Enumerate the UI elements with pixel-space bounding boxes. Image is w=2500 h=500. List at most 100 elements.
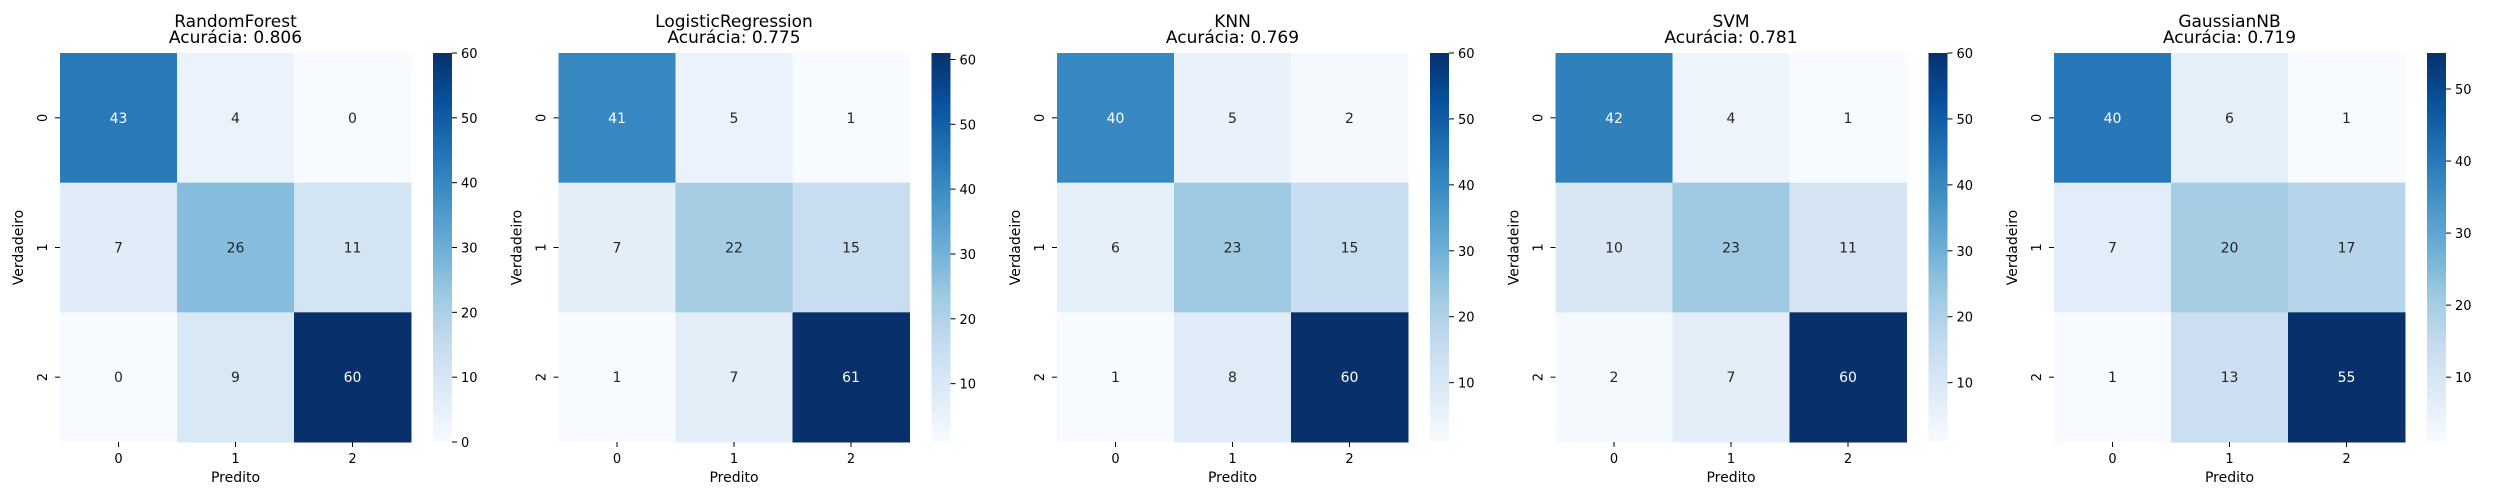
heatmap-cell <box>2054 182 2172 313</box>
colorbar <box>931 53 951 442</box>
x-tick-label: 1 <box>231 452 239 467</box>
heatmap-cell <box>177 312 295 443</box>
colorbar <box>2427 53 2446 442</box>
chart-subtitle: Acurácia: 0.775 <box>667 28 800 48</box>
cell-value-label: 55 <box>2338 370 2356 386</box>
colorbar-tick-label: 20 <box>1957 311 1974 326</box>
heatmap-cell <box>2054 53 2172 184</box>
heatmap-cell <box>1672 312 1790 443</box>
heatmap-cell <box>177 182 295 313</box>
chart-subtitle: Acurácia: 0.719 <box>2163 28 2296 48</box>
cell-value-label: 11 <box>344 241 362 257</box>
x-tick-label: 2 <box>2342 452 2350 467</box>
chart-subtitle: Acurácia: 0.769 <box>1166 28 1299 48</box>
y-tick-label: 1 <box>2030 243 2045 251</box>
cell-value-label: 23 <box>1224 241 1242 257</box>
y-tick-label: 2 <box>535 373 550 381</box>
heatmap-cell <box>2288 182 2406 313</box>
x-tick-label: 1 <box>2225 452 2233 467</box>
heatmap-cell <box>558 53 676 184</box>
y-tick-label: 0 <box>36 114 51 122</box>
cell-value-label: 7 <box>1727 370 1736 386</box>
colorbar-tick-label: 60 <box>1458 47 1475 62</box>
colorbar-tick-label: 30 <box>960 248 977 263</box>
colorbar-tick-label: 50 <box>960 118 977 133</box>
x-tick-label: 0 <box>114 452 122 467</box>
x-axis-label: Predito <box>211 470 260 486</box>
colorbar-tick-label: 30 <box>1458 245 1475 260</box>
heatmap-cell <box>1789 182 1907 313</box>
colorbar-tick-label: 50 <box>1957 113 1974 128</box>
cell-value-label: 43 <box>110 111 128 127</box>
heatmap-cell <box>792 53 910 184</box>
cell-value-label: 8 <box>1228 370 1237 386</box>
cell-value-label: 40 <box>2104 111 2122 127</box>
heatmap-cell <box>1291 53 1409 184</box>
cell-value-label: 60 <box>1839 370 1857 386</box>
x-tick-label: 0 <box>613 452 621 467</box>
heatmap-cell <box>1174 312 1292 443</box>
heatmap-cell <box>558 312 676 443</box>
colorbar <box>1928 53 1948 442</box>
heatmap-cell <box>1672 182 1790 313</box>
cell-value-label: 4 <box>1727 111 1736 127</box>
heatmap-cell <box>1789 312 1907 443</box>
cell-value-label: 1 <box>2342 111 2351 127</box>
cell-value-label: 61 <box>842 370 860 386</box>
heatmap-cell <box>1555 312 1673 443</box>
cell-value-label: 7 <box>613 241 622 257</box>
cell-value-label: 15 <box>842 241 860 257</box>
cell-value-label: 6 <box>1111 241 1120 257</box>
heatmap-cell <box>1174 182 1292 313</box>
colorbar-tick-label: 60 <box>461 47 478 62</box>
heatmap-cell <box>2054 312 2172 443</box>
cell-value-label: 0 <box>348 111 357 127</box>
colorbar-tick-label: 60 <box>1957 47 1974 62</box>
colorbar-tick-label: 20 <box>1458 311 1475 326</box>
x-axis-label: Predito <box>709 470 758 486</box>
y-tick-label: 1 <box>36 243 51 251</box>
heatmap-cell <box>294 182 412 313</box>
cell-value-label: 20 <box>2221 241 2239 257</box>
cell-value-label: 5 <box>730 111 739 127</box>
heatmap-cell <box>2171 312 2289 443</box>
colorbar-tick-label: 40 <box>1957 179 1974 194</box>
colorbar-tick-label: 40 <box>461 177 478 192</box>
cell-value-label: 7 <box>114 241 123 257</box>
x-tick-label: 0 <box>1610 452 1618 467</box>
x-tick-label: 1 <box>730 452 738 467</box>
heatmap-cell <box>675 182 793 313</box>
y-tick-label: 2 <box>1532 373 1547 381</box>
chart-subtitle: Acurácia: 0.806 <box>169 28 302 48</box>
heatmap-cell <box>792 312 910 443</box>
chart-title: SVM <box>1712 12 1749 32</box>
colorbar-tick-label: 10 <box>461 371 478 386</box>
x-axis-label: Predito <box>2205 470 2254 486</box>
chart-title: LogisticRegression <box>655 12 813 32</box>
heatmap-cell <box>675 312 793 443</box>
heatmap-cell <box>294 312 412 443</box>
cell-value-label: 23 <box>1722 241 1740 257</box>
cell-value-label: 60 <box>1341 370 1359 386</box>
heatmap-cell <box>1789 53 1907 184</box>
heatmap-cell <box>1057 182 1175 313</box>
cell-value-label: 6 <box>2225 111 2234 127</box>
heatmap-cell <box>60 182 178 313</box>
heatmap-cell <box>675 53 793 184</box>
x-tick-label: 2 <box>847 452 855 467</box>
y-tick-label: 1 <box>1033 243 1048 251</box>
chart-title: KNN <box>1214 12 1251 32</box>
cell-value-label: 1 <box>847 111 856 127</box>
colorbar-tick-label: 40 <box>2455 155 2472 170</box>
x-tick-label: 2 <box>1844 452 1852 467</box>
y-tick-label: 1 <box>535 243 550 251</box>
chart-title: GaussianNB <box>2178 12 2280 32</box>
cell-value-label: 40 <box>1107 111 1125 127</box>
colorbar-tick-label: 30 <box>2455 227 2472 242</box>
